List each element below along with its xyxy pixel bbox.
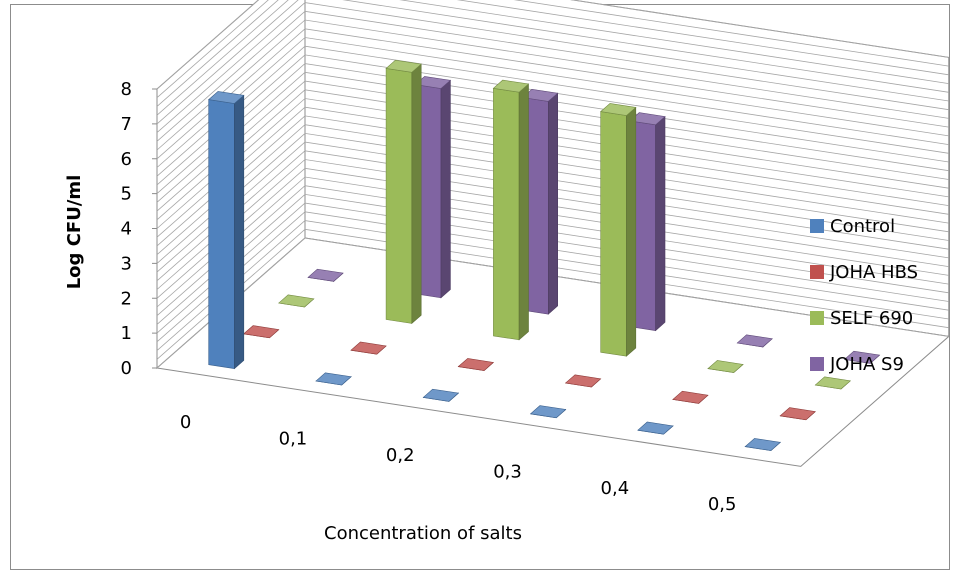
y-tick-label: 7 xyxy=(121,114,132,135)
bar-side-face xyxy=(656,117,665,331)
bar-self-690-3 xyxy=(601,103,636,356)
bar-side-face xyxy=(234,95,243,368)
legend-label: JOHA S9 xyxy=(829,354,904,375)
bar-side-face xyxy=(519,84,528,340)
bar-front-face xyxy=(386,68,412,323)
x-tick-label: 0,4 xyxy=(601,478,630,499)
bar-control-0 xyxy=(209,91,244,368)
x-tick-label: 0,1 xyxy=(279,429,308,450)
legend-swatch xyxy=(810,219,824,233)
y-tick-label: 1 xyxy=(121,323,132,344)
x-tick-label: 0,2 xyxy=(386,445,415,466)
bar-front-face xyxy=(601,112,627,357)
legend-swatch xyxy=(810,357,824,371)
y-tick-labels: 0 1 2 3 4 5 6 7 8 xyxy=(121,79,157,379)
legend-swatch xyxy=(810,311,824,325)
y-axis-title: Log CFU/ml xyxy=(64,175,85,290)
x-tick-label: 0,5 xyxy=(708,494,737,515)
bar-self-690-2 xyxy=(493,80,528,340)
y-tick-label: 8 xyxy=(121,79,132,100)
bar-side-face xyxy=(548,93,557,314)
bar-side-face xyxy=(626,107,635,356)
bar-side-face xyxy=(441,80,450,297)
legend-label: SELF 690 xyxy=(830,308,913,329)
x-tick-label: 0,3 xyxy=(493,461,522,482)
y-tick-label: 3 xyxy=(121,253,132,274)
legend-label: JOHA HBS xyxy=(829,262,918,283)
legend-swatch xyxy=(810,265,824,279)
legend-label: Control xyxy=(830,216,895,237)
bar-front-face xyxy=(493,88,519,339)
y-tick-label: 0 xyxy=(121,358,132,379)
bar-side-face xyxy=(412,64,421,323)
y-tick-label: 6 xyxy=(121,149,132,170)
x-axis-title: Concentration of salts xyxy=(324,523,522,544)
x-tick-label: 0 xyxy=(180,412,191,433)
y-tick-label: 4 xyxy=(121,219,132,240)
bar-front-face xyxy=(209,100,235,369)
bar-self-690-1 xyxy=(386,60,421,323)
y-tick-label: 2 xyxy=(121,288,132,309)
y-tick-label: 5 xyxy=(121,184,132,205)
